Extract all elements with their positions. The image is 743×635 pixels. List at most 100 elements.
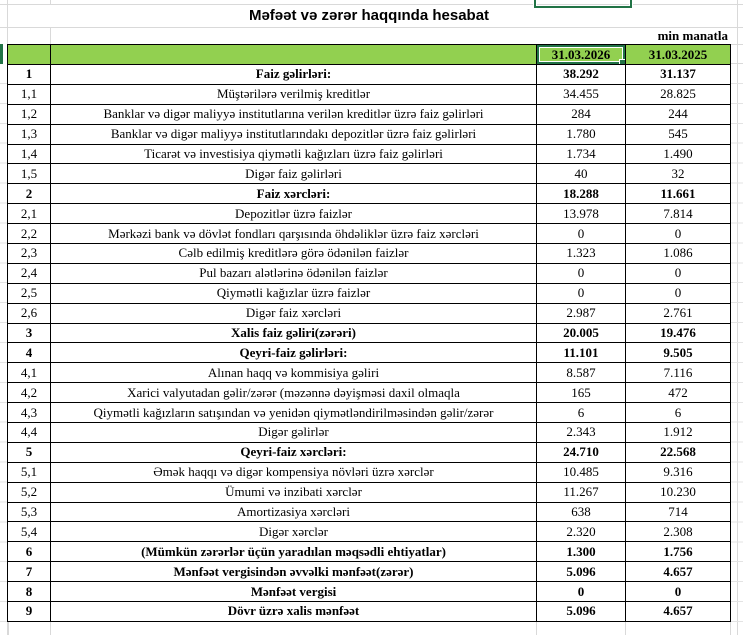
label-cell[interactable]: Qeyri-faiz xərcləri: (50, 442, 536, 462)
row-number-cell[interactable]: 4,4 (20, 424, 38, 440)
row-number-cell[interactable]: 1,3 (20, 126, 38, 142)
value-2025-cell[interactable]: 4.657 (625, 562, 730, 582)
row-number-cell[interactable]: 4,2 (20, 384, 38, 400)
value-2025-cell[interactable]: 22.568 (625, 442, 730, 462)
value-2026-cell[interactable]: 11.101 (536, 343, 625, 363)
value-2026-cell[interactable]: 34.455 (536, 84, 625, 104)
value-2025-cell[interactable]: 4.657 (625, 602, 730, 621)
label-cell[interactable]: Dövr üzrə xalis mənfəət (50, 602, 536, 621)
row-number-cell[interactable]: 4,1 (20, 364, 38, 380)
value-2025-cell[interactable]: 7.814 (625, 204, 730, 224)
label-cell[interactable]: Xarici valyutadan gəlir/zərər (məzənnə d… (50, 383, 536, 403)
label-cell[interactable]: Pul bazarı alətlərinə ödənilən faizlər (50, 263, 536, 283)
row-number-cell[interactable]: 2,6 (20, 305, 38, 321)
label-cell[interactable]: Banklar və digər maliyyə institutlarına … (50, 104, 536, 124)
row-number-cell[interactable]: 2,1 (20, 205, 38, 221)
value-2026-cell[interactable]: 165 (536, 383, 625, 403)
value-2025-cell[interactable]: 0 (625, 582, 730, 602)
row-number-cell[interactable]: 1 (25, 66, 33, 82)
value-2025-cell[interactable]: 9.505 (625, 343, 730, 363)
value-2026-cell[interactable]: 5.096 (536, 602, 625, 621)
value-2026-cell[interactable]: 2.320 (536, 522, 625, 542)
label-cell[interactable]: Depozitlər üzrə faizlər (50, 204, 536, 224)
value-2025-cell[interactable]: 10.230 (625, 482, 730, 502)
row-number-cell[interactable]: 7 (25, 563, 33, 579)
value-2026-cell[interactable]: 8.587 (536, 363, 625, 383)
value-2026-cell[interactable]: 0 (536, 283, 625, 303)
value-2025-cell[interactable]: 0 (625, 263, 730, 283)
value-2025-cell[interactable]: 1.912 (625, 423, 730, 442)
value-2026-cell[interactable]: 11.267 (536, 482, 625, 502)
label-cell[interactable]: Faiz gəlirləri: (50, 65, 536, 84)
value-2026-cell[interactable]: 1.323 (536, 244, 625, 263)
label-cell[interactable]: Amortizasiya xərcləri (50, 502, 536, 522)
row-number-cell[interactable]: 5,2 (20, 484, 38, 500)
row-number-cell[interactable]: 1,1 (20, 86, 38, 102)
label-cell[interactable]: Digər faiz gəlirləri (50, 164, 536, 184)
label-cell[interactable]: Banklar və digər maliyyə institutlarında… (50, 124, 536, 144)
label-cell[interactable]: Alınan haqq və kommisiya gəliri (50, 363, 536, 383)
row-number-cell[interactable]: 1,5 (20, 165, 38, 181)
row-number-cell[interactable]: 4 (25, 344, 33, 360)
header-cell-empty[interactable] (8, 45, 50, 64)
value-2025-cell[interactable]: 31.137 (625, 65, 730, 84)
label-cell[interactable]: Digər xərclər (50, 522, 536, 542)
value-2026-cell[interactable]: 2.343 (536, 423, 625, 442)
row-number-cell[interactable]: 5,1 (20, 464, 38, 480)
value-2025-cell[interactable]: 2.308 (625, 522, 730, 542)
value-2025-cell[interactable]: 0 (625, 224, 730, 244)
value-2025-cell[interactable]: 9.316 (625, 462, 730, 482)
value-2025-cell[interactable]: 1.086 (625, 244, 730, 263)
value-2025-cell[interactable]: 19.476 (625, 323, 730, 343)
value-2025-cell[interactable]: 28.825 (625, 84, 730, 104)
header-cell-2026 selected-cell[interactable]: 31.03.2026 (536, 45, 625, 64)
label-cell[interactable]: (Mümkün zərərlər üçün yaradılan məqsədli… (50, 542, 536, 562)
value-2026-cell[interactable]: 10.485 (536, 462, 625, 482)
value-2026-cell[interactable]: 40 (536, 164, 625, 184)
fill-handle[interactable] (619, 59, 625, 64)
value-2026-cell[interactable]: 1.734 (536, 144, 625, 164)
value-2025-cell[interactable]: 545 (625, 124, 730, 144)
label-cell[interactable]: Ticarət və investisiya qiymətli kağızlar… (50, 144, 536, 164)
value-2026-cell[interactable]: 18.288 (536, 184, 625, 204)
value-2025-cell[interactable]: 32 (625, 164, 730, 184)
row-number-cell[interactable]: 1,2 (20, 106, 38, 122)
row-number-cell[interactable]: 5 (25, 444, 33, 460)
label-cell[interactable]: Digər gəlirlər (50, 423, 536, 442)
value-2026-cell[interactable]: 2.987 (536, 303, 625, 323)
value-2026-cell[interactable]: 24.710 (536, 442, 625, 462)
row-number-cell[interactable]: 9 (25, 603, 33, 619)
value-2026-cell[interactable]: 5.096 (536, 562, 625, 582)
label-cell[interactable]: Müştərilərə verilmiş kreditlər (50, 84, 536, 104)
value-2025-cell[interactable]: 2.761 (625, 303, 730, 323)
label-cell[interactable]: Digər faiz xərcləri (50, 303, 536, 323)
value-2025-cell[interactable]: 11.661 (625, 184, 730, 204)
value-2025-cell[interactable]: 1.490 (625, 144, 730, 164)
value-2025-cell[interactable]: 1.756 (625, 542, 730, 562)
row-number-cell[interactable]: 1,4 (20, 146, 38, 161)
label-cell[interactable]: Mənfəət vergisi (50, 582, 536, 602)
value-2026-cell[interactable]: 38.292 (536, 65, 625, 84)
value-2025-cell[interactable]: 714 (625, 502, 730, 522)
row-number-cell[interactable]: 2,4 (20, 265, 38, 281)
row-number-cell[interactable]: 2,5 (20, 285, 38, 301)
value-2026-cell[interactable]: 0 (536, 263, 625, 283)
label-cell[interactable]: Qiymətli kağızlar üzrə faizlər (50, 283, 536, 303)
header-cell-2025[interactable]: 31.03.2025 (625, 45, 730, 64)
label-cell[interactable]: Əmək haqqı və digər kompensiya növləri ü… (50, 462, 536, 482)
value-2026-cell[interactable]: 284 (536, 104, 625, 124)
value-2026-cell[interactable]: 1.300 (536, 542, 625, 562)
row-number-cell[interactable]: 2 (25, 185, 33, 201)
label-cell[interactable]: Mərkəzi bank və dövlət fondları qarşısın… (50, 224, 536, 244)
row-number-cell[interactable]: 8 (25, 583, 33, 599)
value-2025-cell[interactable]: 6 (625, 403, 730, 423)
value-2025-cell[interactable]: 0 (625, 283, 730, 303)
label-cell[interactable]: Mənfəət vergisindən əvvəlki mənfəət(zərə… (50, 562, 536, 582)
row-number-cell[interactable]: 5,3 (20, 504, 38, 520)
value-2025-cell[interactable]: 244 (625, 104, 730, 124)
row-number-cell[interactable]: 6 (25, 543, 33, 559)
value-2026-cell[interactable]: 1.780 (536, 124, 625, 144)
label-cell[interactable]: Xalis faiz gəliri(zərəri) (50, 323, 536, 343)
row-number-cell[interactable]: 4,3 (20, 404, 38, 420)
value-2025-cell[interactable]: 472 (625, 383, 730, 403)
